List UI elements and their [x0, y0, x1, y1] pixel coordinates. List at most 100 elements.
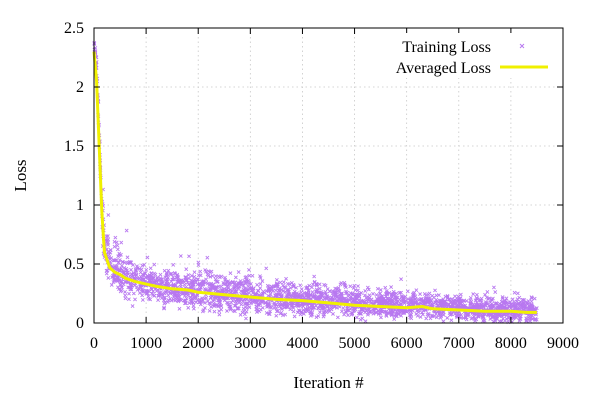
training-loss-point [192, 270, 197, 275]
training-loss-point [506, 312, 510, 316]
y-tick-label: 0.5 [64, 256, 84, 273]
training-loss-point [106, 276, 111, 280]
training-loss-point [274, 309, 279, 314]
training-loss-point [148, 278, 153, 283]
training-loss-point [183, 275, 188, 280]
training-loss-point [171, 262, 176, 267]
training-loss-point [125, 255, 130, 260]
training-loss-point [483, 303, 488, 308]
training-loss-point [476, 314, 481, 319]
training-loss-point [219, 304, 224, 308]
training-loss-point [114, 276, 119, 280]
training-loss-point [274, 302, 279, 307]
training-loss-point [166, 275, 170, 280]
training-loss-point [255, 282, 260, 287]
training-loss-point [141, 289, 146, 294]
training-loss-point [140, 263, 145, 268]
training-loss-point [225, 309, 229, 313]
training-loss-point [197, 281, 202, 286]
x-tick-label: 9000 [547, 335, 579, 352]
training-loss-point [171, 284, 176, 289]
training-loss-point [474, 292, 479, 297]
training-loss-point [363, 319, 368, 324]
training-loss-point [427, 291, 432, 296]
training-loss-point [517, 295, 522, 300]
training-loss-point [187, 301, 192, 306]
training-loss-point [510, 297, 515, 302]
training-loss-point [257, 293, 262, 297]
training-loss-point [312, 274, 317, 279]
training-loss-point [124, 268, 129, 273]
training-loss-point [416, 302, 420, 306]
grid [94, 28, 563, 323]
training-loss-point [279, 294, 284, 299]
training-loss-point [272, 306, 277, 310]
training-loss-point [115, 243, 120, 248]
training-loss-point [207, 286, 212, 291]
training-loss-point [266, 287, 271, 292]
training-loss-point [392, 314, 397, 318]
training-loss-point [194, 300, 198, 305]
training-loss-point [187, 254, 191, 259]
training-loss-point [515, 299, 519, 304]
training-loss-point [458, 305, 463, 310]
training-loss-point [251, 300, 256, 305]
training-loss-point [128, 261, 132, 265]
training-loss-point [487, 296, 492, 301]
training-loss-point [522, 298, 527, 302]
training-loss-point [445, 296, 450, 301]
training-loss-point [394, 301, 399, 306]
training-loss-point [298, 283, 303, 288]
plot-frame [93, 27, 564, 324]
training-loss-point [263, 301, 268, 306]
training-loss-point [247, 273, 252, 278]
training-loss-point [314, 315, 319, 320]
training-loss-point [385, 292, 390, 297]
training-loss-point [408, 309, 413, 314]
training-loss-point [228, 271, 233, 276]
training-loss-point [305, 293, 310, 298]
training-loss-point [434, 301, 439, 306]
training-loss-point [118, 289, 123, 294]
training-loss-point [116, 285, 120, 290]
training-loss-point [533, 318, 538, 322]
training-loss-point [254, 292, 259, 297]
training-loss-point [449, 318, 454, 323]
training-loss-point [244, 274, 249, 279]
training-loss-point [245, 287, 250, 292]
training-loss-point [488, 300, 493, 305]
training-loss-point [244, 316, 248, 321]
training-loss-point [517, 313, 522, 318]
training-loss-point [363, 310, 367, 315]
training-loss-point [238, 312, 243, 317]
y-tick-label: 2 [76, 79, 84, 96]
legend-background [378, 33, 558, 78]
training-loss-point [342, 312, 347, 317]
training-loss-point [493, 290, 498, 294]
training-loss-point [374, 293, 379, 297]
training-loss-point [260, 291, 265, 296]
training-loss-point [164, 279, 169, 284]
training-loss-point [314, 282, 319, 287]
averaged-loss-line [92, 51, 537, 314]
training-loss-point [389, 312, 394, 317]
training-loss-point [379, 300, 384, 305]
training-loss-point [190, 292, 195, 297]
training-loss-point [212, 285, 217, 289]
training-loss-point [348, 284, 353, 289]
training-loss-point [260, 279, 265, 283]
training-loss-point [411, 300, 416, 305]
training-loss-point [287, 282, 292, 287]
training-loss-point [352, 308, 357, 313]
training-loss-point [281, 313, 285, 318]
training-loss-point [390, 292, 395, 297]
training-loss-point [158, 292, 163, 297]
training-loss-point [504, 296, 509, 301]
legend-label-training-loss: Training Loss [402, 39, 491, 56]
training-loss-point [246, 284, 251, 289]
training-loss-point [212, 309, 217, 314]
training-loss-point [301, 308, 306, 312]
training-loss-point [319, 292, 324, 297]
training-loss-point [295, 310, 300, 315]
training-loss-point [116, 260, 121, 265]
